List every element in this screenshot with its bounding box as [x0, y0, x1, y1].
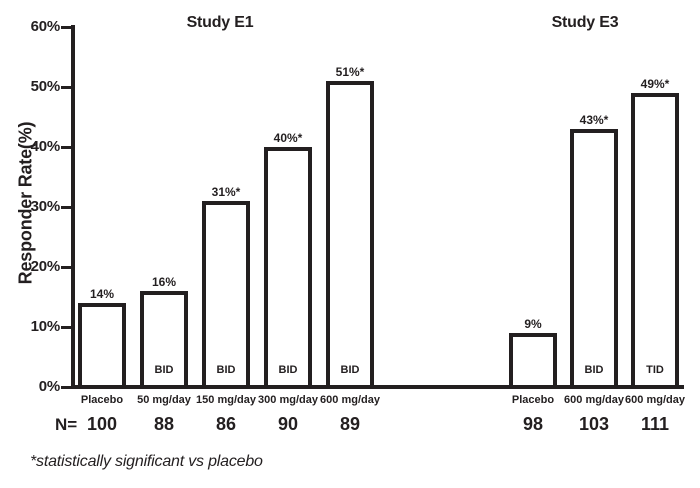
- bar-schedule-label: BID: [278, 364, 298, 376]
- y-axis-tick-label: 60%: [30, 18, 61, 35]
- y-axis-tick-label: 30%: [30, 198, 61, 215]
- n-value: 100: [86, 414, 118, 434]
- bar: [264, 147, 312, 389]
- x-axis-category-label: 300 mg/day: [258, 394, 318, 406]
- n-value: 98: [522, 414, 544, 434]
- bar: [509, 333, 557, 389]
- bar-schedule-label: BID: [584, 364, 604, 376]
- x-axis-category-label: Placebo: [80, 394, 124, 406]
- y-axis-tick: [61, 145, 71, 149]
- bar-value-label: 51%*: [335, 65, 365, 79]
- y-axis-tick: [61, 85, 71, 89]
- y-axis-tick-label: 20%: [30, 258, 61, 275]
- study-e1-title: Study E1: [186, 14, 254, 31]
- n-row-label: N=: [55, 415, 78, 434]
- x-axis-category-label: 600 mg/day: [320, 394, 380, 406]
- y-axis-tick: [61, 25, 71, 29]
- y-axis-tick: [61, 325, 71, 329]
- y-axis-tick: [61, 385, 71, 389]
- y-axis-tick-label: 0%: [38, 378, 60, 395]
- bar: [140, 291, 188, 389]
- bar-schedule-label: BID: [216, 364, 236, 376]
- bar: [202, 201, 250, 389]
- y-axis-tick-label: 10%: [30, 318, 61, 335]
- n-value: 111: [640, 414, 670, 434]
- x-axis-category-label: Placebo: [511, 394, 555, 406]
- y-axis-line: [71, 25, 75, 389]
- n-value: 86: [215, 414, 237, 434]
- bar-schedule-label: BID: [154, 364, 174, 376]
- n-value: 103: [578, 414, 610, 434]
- bar-schedule-label: TID: [646, 364, 664, 376]
- n-value: 90: [277, 414, 299, 434]
- bar: [326, 81, 374, 389]
- y-axis-tick-label: 40%: [30, 138, 61, 155]
- bar-value-label: 43%*: [579, 113, 609, 127]
- bar-value-label: 14%: [89, 287, 115, 301]
- n-value: 88: [153, 414, 175, 434]
- x-axis-category-label: 600 mg/day: [625, 394, 685, 406]
- y-axis-tick-label: 50%: [30, 78, 61, 95]
- bar-schedule-label: BID: [340, 364, 360, 376]
- study-e3-title: Study E3: [551, 14, 619, 31]
- bar-value-label: 16%: [151, 275, 177, 289]
- x-axis-category-label: 150 mg/day: [196, 394, 256, 406]
- bar-value-label: 49%*: [640, 77, 670, 91]
- bar: [78, 303, 126, 389]
- bar-value-label: 9%: [524, 317, 542, 331]
- bar: [570, 129, 618, 389]
- n-value: 89: [339, 414, 361, 434]
- y-axis-tick: [61, 205, 71, 209]
- bar: [631, 93, 679, 389]
- x-axis-line: [71, 385, 684, 389]
- bar-value-label: 31%*: [211, 185, 241, 199]
- footnote: *statistically significant vs placebo: [30, 453, 263, 470]
- x-axis-category-label: 50 mg/day: [137, 394, 191, 406]
- bar-value-label: 40%*: [273, 131, 303, 145]
- x-axis-category-label: 600 mg/day: [564, 394, 624, 406]
- y-axis-tick: [61, 265, 71, 269]
